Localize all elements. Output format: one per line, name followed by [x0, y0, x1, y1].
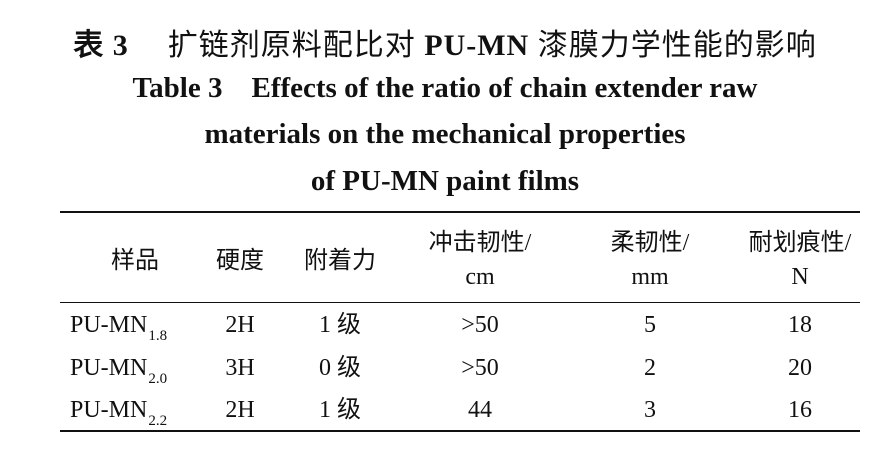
table-row-3-scratch: 16 — [788, 397, 812, 423]
table-row-1-adhesion: 1 级 — [319, 312, 361, 338]
table-row-2-adhesion: 0 级 — [319, 355, 361, 381]
header-impact-line1: 冲击韧性/ — [428, 230, 532, 256]
header-adhesion: 附着力 — [304, 248, 376, 274]
caption-cn-text-a: 扩链剂原料配比对 — [167, 29, 416, 62]
caption-cn-text-b: 漆膜力学性能的影响 — [537, 29, 817, 62]
table-row-3-flex: 3 — [644, 397, 656, 423]
table-row-3-impact: 44 — [468, 397, 492, 423]
table-bottom-rule — [60, 430, 860, 432]
caption-chinese: 表 3 扩链剂原料配比对 PU-MN 漆膜力学性能的影响 — [0, 20, 890, 64]
table-top-rule — [60, 211, 860, 213]
header-impact-unit: cm — [465, 264, 495, 290]
table-row-1-hardness: 2H — [225, 312, 255, 338]
header-flexibility-unit: mm — [631, 264, 669, 290]
table-row-2-impact: >50 — [461, 355, 499, 381]
table-row-1-scratch: 18 — [788, 312, 812, 338]
table-row-2-flex: 2 — [644, 355, 656, 381]
caption-cn-bold: PU-MN — [424, 29, 530, 62]
header-flexibility-line1: 柔韧性/ — [610, 230, 690, 256]
table-row-3-hardness: 2H — [225, 397, 255, 423]
table-row-1-flex: 5 — [644, 312, 656, 338]
header-scratch-line1: 耐划痕性/ — [748, 230, 852, 256]
header-sample: 样品 — [111, 248, 159, 274]
table-row-3-adhesion: 1 级 — [319, 397, 361, 423]
header-flexibility: 柔韧性/ mm — [580, 226, 720, 294]
table-row-1-impact: >50 — [461, 312, 499, 338]
header-hardness: 硬度 — [216, 248, 264, 274]
caption-english-line-2: materials on the mechanical properties — [204, 118, 686, 150]
table-row-3-sample: PU-MN2.2 — [70, 397, 168, 429]
table-header-rule — [60, 302, 860, 303]
caption-cn-label: 表 3 — [73, 29, 129, 62]
caption-english-line-1: Table 3 Effects of the ratio of chain ex… — [132, 72, 758, 104]
caption-english-line-3: of PU-MN paint films — [310, 165, 580, 197]
header-scratch: 耐划痕性/ N — [730, 226, 870, 294]
table-row-2-hardness: 3H — [225, 355, 255, 381]
table-row-2-sample: PU-MN2.0 — [70, 355, 168, 387]
header-scratch-unit: N — [791, 264, 809, 290]
table-row-1-sample: PU-MN1.8 — [70, 312, 168, 344]
header-impact: 冲击韧性/ cm — [405, 226, 555, 294]
table-row-2-scratch: 20 — [788, 355, 812, 381]
